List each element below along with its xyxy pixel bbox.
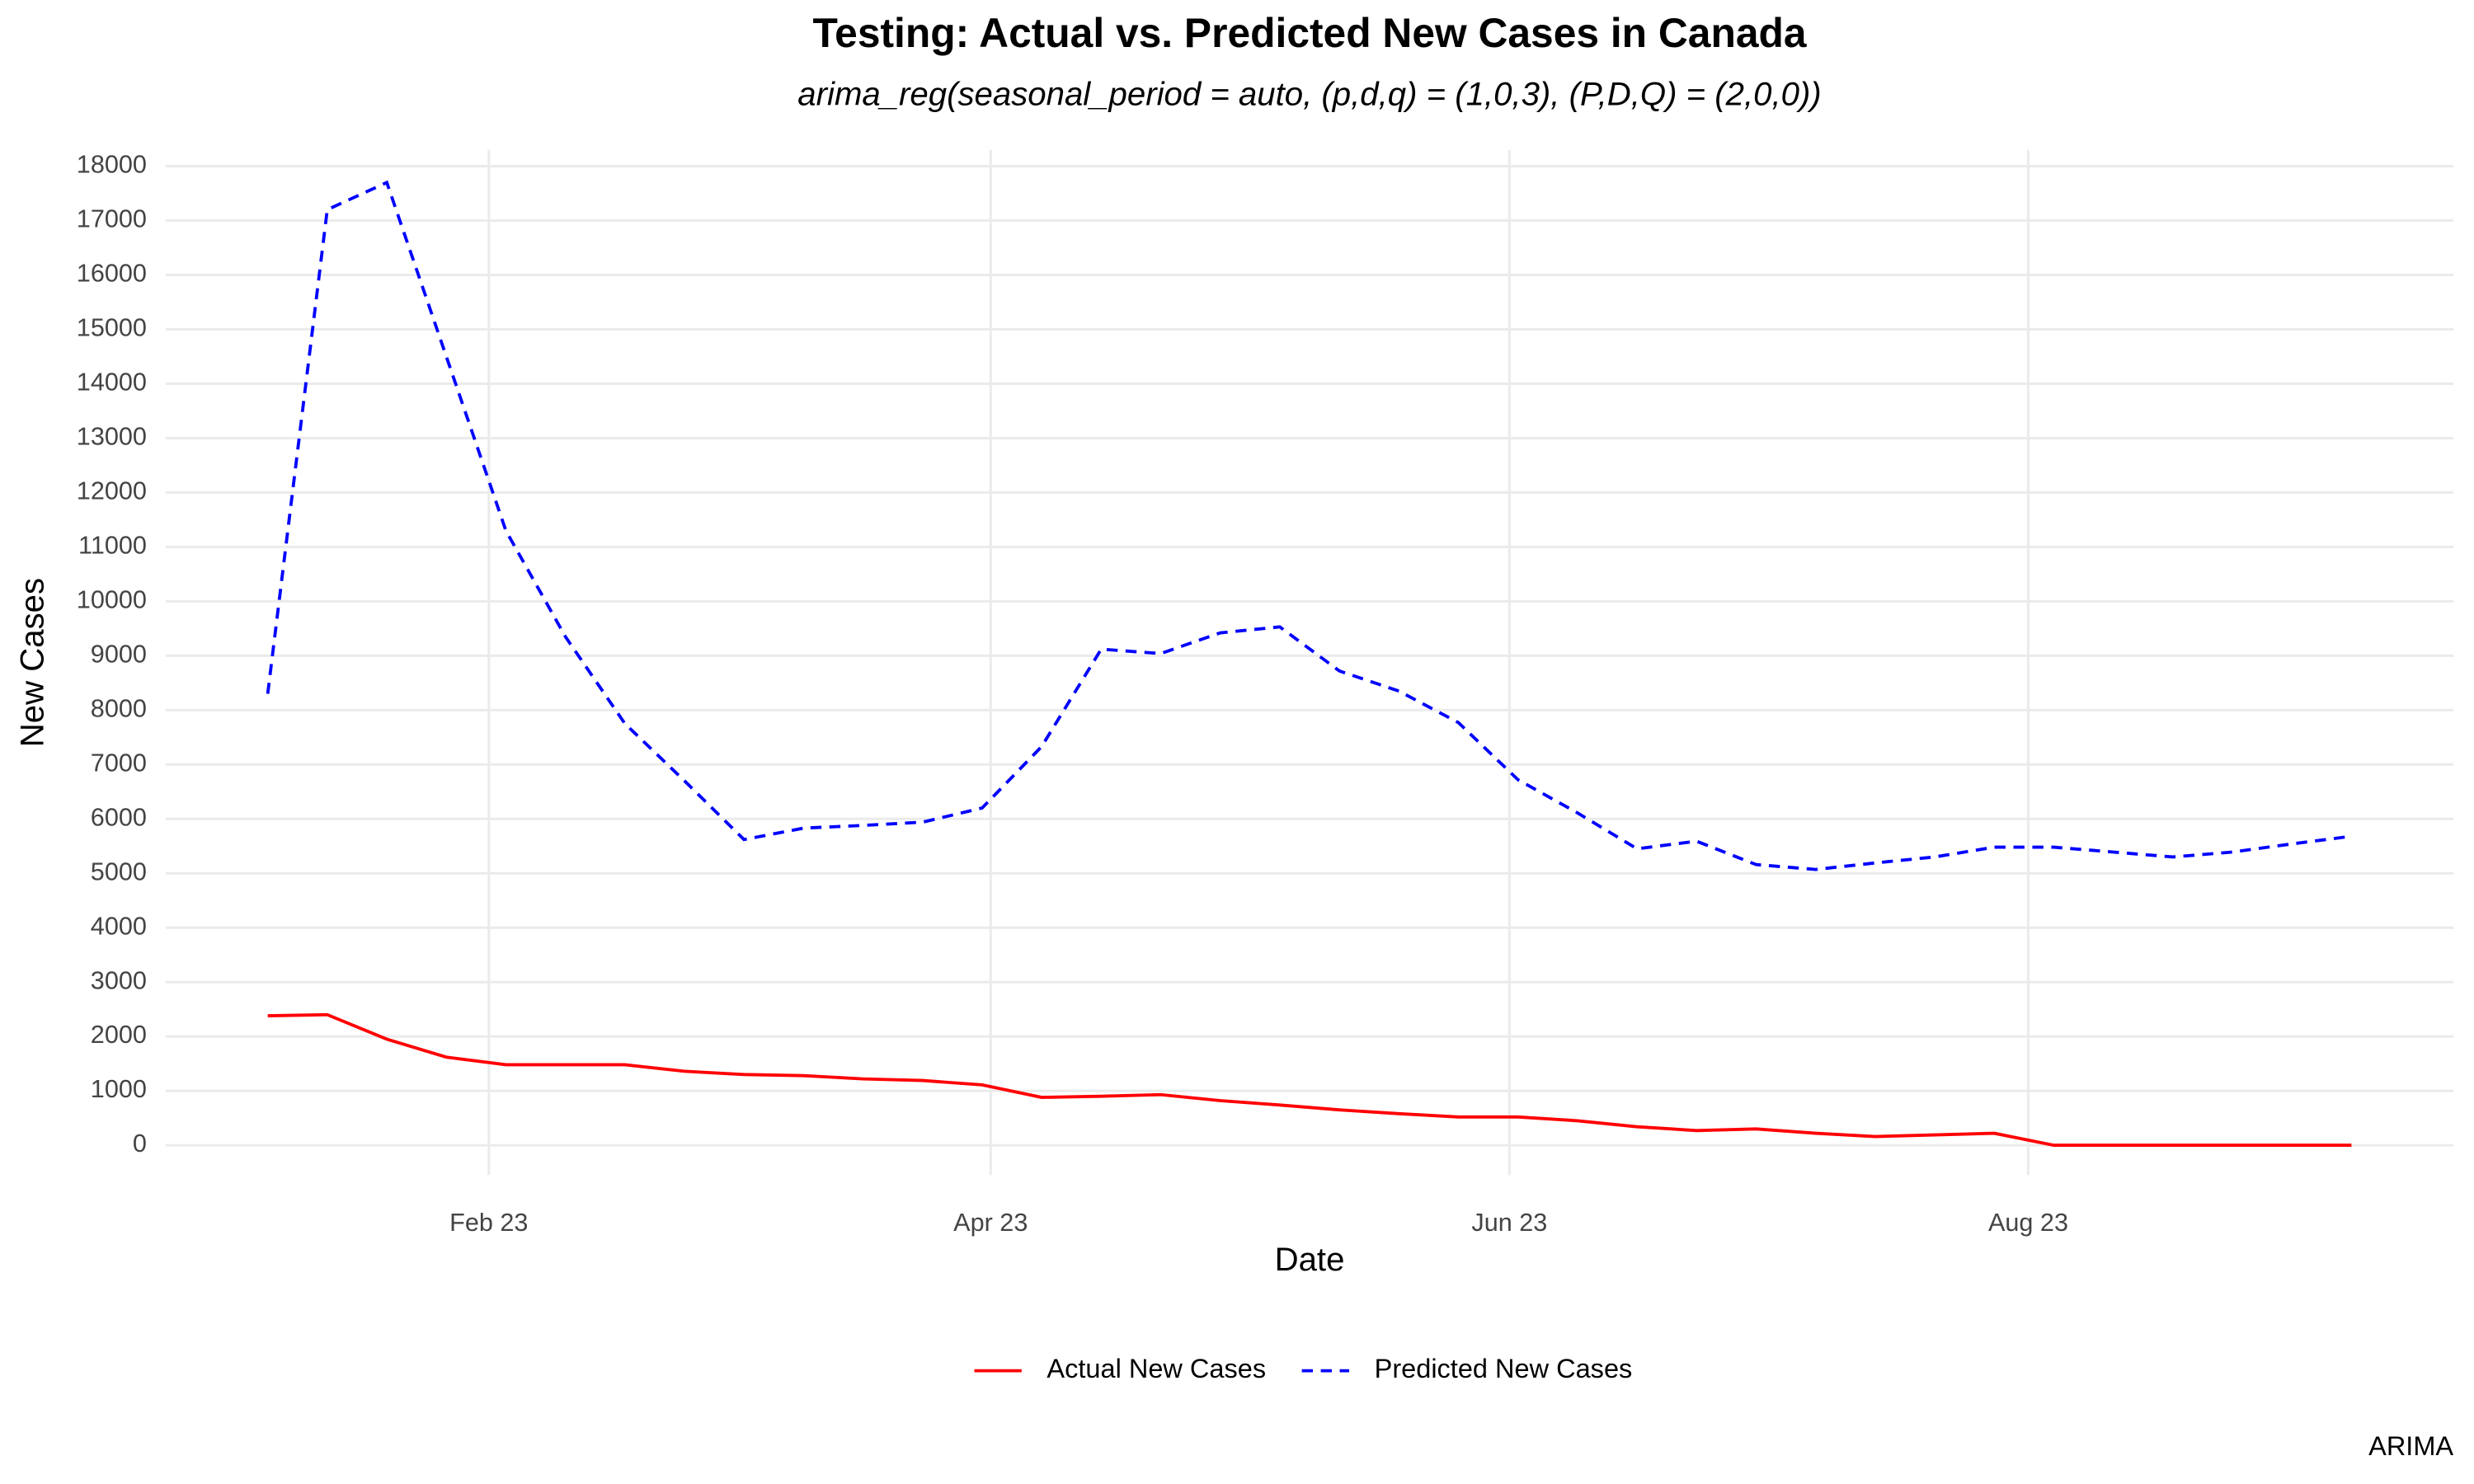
y-tick-label: 17000 xyxy=(77,205,147,233)
y-tick-label: 8000 xyxy=(91,694,147,722)
legend: Actual New Cases Predicted New Cases xyxy=(974,1354,1632,1383)
y-tick-label: 0 xyxy=(133,1129,147,1158)
y-tick-label: 11000 xyxy=(78,531,147,559)
y-tick-label: 16000 xyxy=(77,260,147,288)
x-tick-label: Aug 23 xyxy=(1988,1209,2068,1237)
series-line xyxy=(266,180,2352,871)
y-tick-label: 14000 xyxy=(77,369,147,397)
legend-label: Actual New Cases xyxy=(1047,1354,1266,1383)
chart-title: Testing: Actual vs. Predicted New Cases … xyxy=(812,10,1806,56)
y-tick-label: 3000 xyxy=(91,966,147,994)
plot-area xyxy=(266,180,2352,1148)
x-axis-label: Date xyxy=(1275,1241,1345,1278)
x-tick-label: Jun 23 xyxy=(1471,1209,1547,1237)
caption: ARIMA xyxy=(2368,1431,2453,1461)
x-tick-label: Apr 23 xyxy=(953,1209,1028,1237)
y-tick-label: 5000 xyxy=(91,857,147,885)
y-tick-label: 1000 xyxy=(91,1075,147,1103)
y-axis-label: New Cases xyxy=(14,578,51,747)
legend-label: Predicted New Cases xyxy=(1375,1354,1633,1383)
y-tick-label: 9000 xyxy=(91,640,147,668)
y-tick-label: 2000 xyxy=(91,1021,147,1049)
y-tick-label: 18000 xyxy=(77,151,147,179)
y-tick-label: 15000 xyxy=(77,314,147,342)
y-tick-label: 7000 xyxy=(91,749,147,777)
y-tick-label: 12000 xyxy=(77,477,147,505)
chart-subtitle: arima_reg(seasonal_period = auto, (p,d,q… xyxy=(797,75,1821,112)
y-tick-label: 4000 xyxy=(91,912,147,940)
y-tick-label: 13000 xyxy=(77,423,147,451)
series-line xyxy=(267,1012,2352,1148)
grid: 0 1000 2000 3000 4000 5000 6000 7000 8000 9000 100… xyxy=(77,149,2454,1237)
x-tick-label: Feb 23 xyxy=(449,1209,528,1237)
y-tick-label: 10000 xyxy=(77,585,147,613)
y-tick-label: 6000 xyxy=(91,803,147,831)
